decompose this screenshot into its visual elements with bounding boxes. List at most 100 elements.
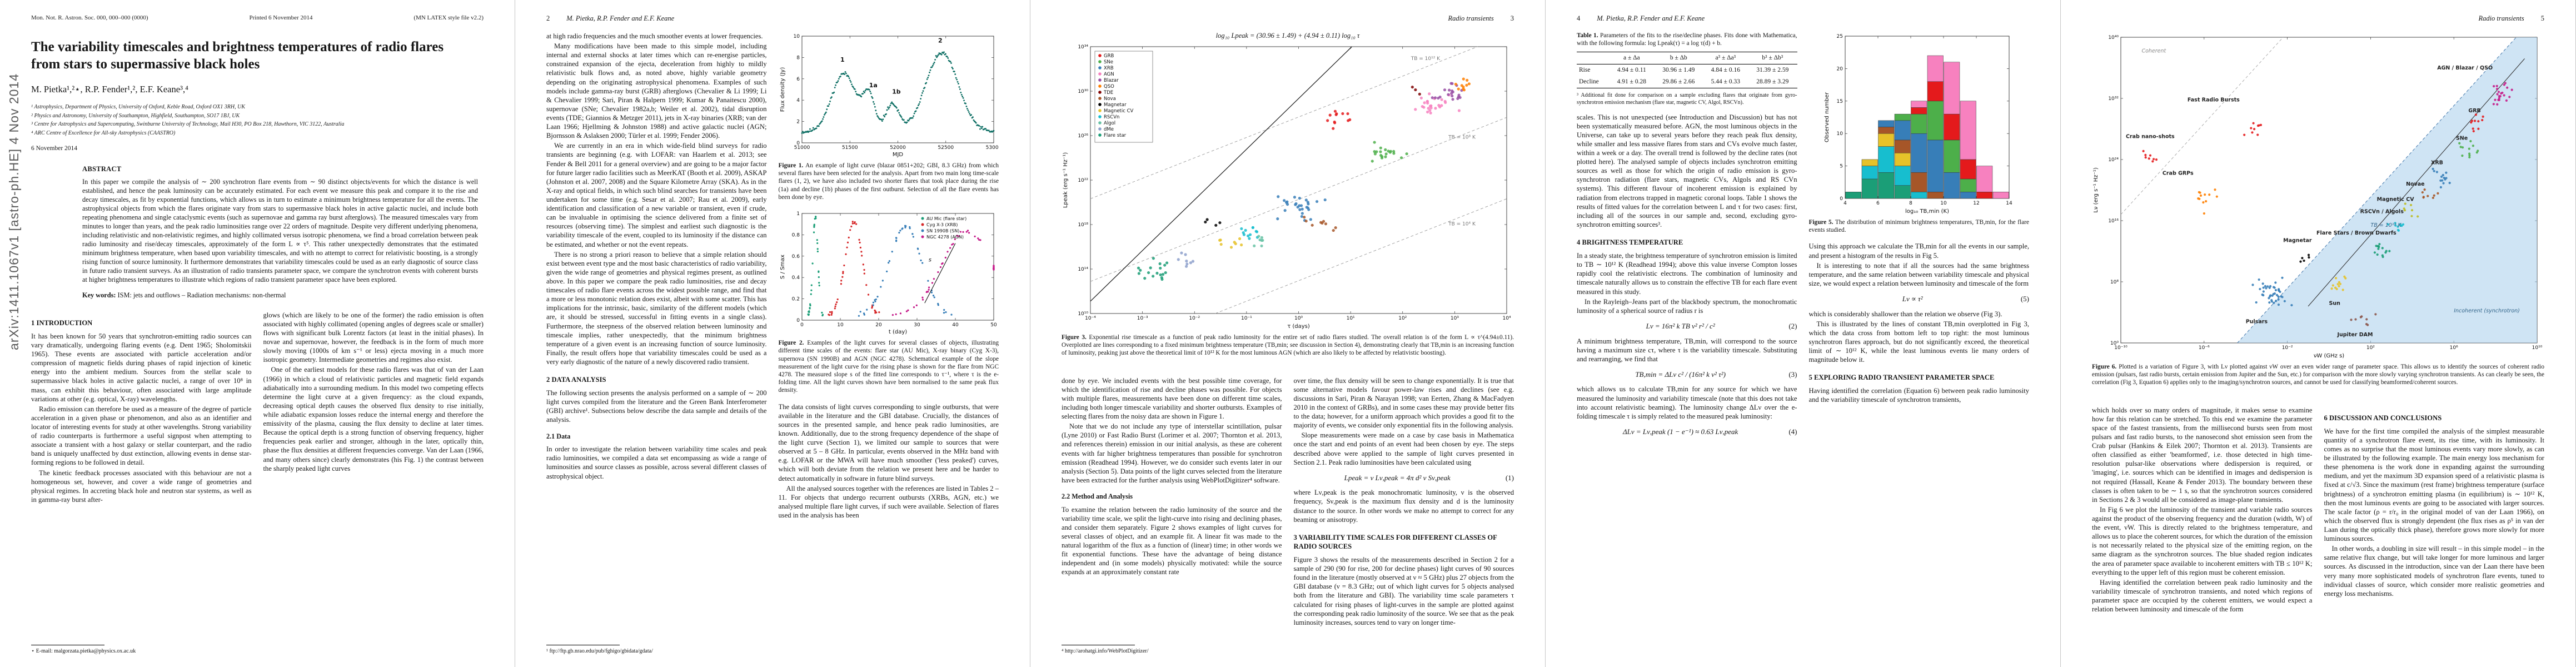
svg-text:10⁻⁴: 10⁻⁴ <box>1085 316 1096 321</box>
svg-text:8: 8 <box>1909 201 1912 206</box>
equation: Lν ∝ τ² (5) <box>1902 294 2029 303</box>
paragraph: A minimum brightness temperature, TB,min… <box>1577 337 1797 363</box>
running-title: Radio transients <box>1448 14 1494 22</box>
table-column-header <box>1577 52 1610 65</box>
affiliation: ⁴ ARC Centre of Excellence for All-sky A… <box>31 130 176 136</box>
figure-6-plot: 10⁻¹⁰ 10⁻⁶ 10⁻² 10² 10⁶ 10¹⁰ 10⁰ 10⁸ 10¹⁶ 10²⁴ 10³… <box>2092 32 2545 360</box>
figure-5: 4 6 8 10 12 14 0 5 10 15 20 25 log₁₀ TB,min (K) Obser… <box>1808 32 2030 234</box>
section-heading: 6 DISCUSSION AND CONCLUSIONS <box>2324 414 2442 422</box>
two-column-body: 1 INTRODUCTION It has been known for 50 y… <box>31 311 484 655</box>
paragraph: Figure 3 shows the results of the measur… <box>1293 556 1514 626</box>
abstract-block: ABSTRACT In this paper we compile the an… <box>82 165 478 300</box>
svg-text:51000: 51000 <box>794 145 810 151</box>
figure-2-caption: Figure 2. Examples of the light curves f… <box>779 339 999 395</box>
chart-svg: 0 10 20 30 40 50 0 0.2 0.4 0.6 0.8 1 t (day) S / Smax… <box>780 211 997 335</box>
figure-5-plot: 4 6 8 10 12 14 0 5 10 15 20 25 log₁₀ TB,min (K) Obser… <box>1823 32 2015 215</box>
figure-label: Figure 6. <box>2092 364 2117 370</box>
page-2: 2 M. Pietka, R.P. Fender and E.F. Keane … <box>515 0 1030 667</box>
column-right: over time, the flux density will be seen… <box>1294 376 1514 655</box>
style-file-note: (MN LATEX style file v2.2) <box>413 14 484 21</box>
chart-svg: 10⁻¹⁰ 10⁻⁶ 10⁻² 10² 10⁶ 10¹⁰ 10⁰ 10⁸ 10¹⁶ 10²⁴ 10³… <box>2093 35 2543 359</box>
affiliation: ² Physics and Astronomy, University of S… <box>31 112 240 119</box>
svg-text:2: 2 <box>796 120 800 125</box>
paragraph: In other words, a doubling in size will … <box>2324 545 2545 598</box>
paragraph: The kinetic feedback processes associate… <box>31 469 252 504</box>
svg-text:dMe: dMe <box>1104 127 1114 132</box>
figure-3: log₁₀ Lpeak = (30.96 ± 1.49) + (4.94 ± 0… <box>1062 32 1514 357</box>
svg-text:s: s <box>928 257 931 263</box>
svg-text:30: 30 <box>914 322 920 328</box>
svg-text:10¹⁶: 10¹⁶ <box>2108 218 2119 224</box>
paper-title: The variability timescales and brightnes… <box>31 39 444 72</box>
svg-text:t (day): t (day) <box>888 329 906 335</box>
svg-text:15: 15 <box>1837 99 1843 104</box>
paragraph: In the Rayleigh–Jeans part of the blackb… <box>1577 297 1797 315</box>
paragraph: which allows us to calculate TB,min for … <box>1577 385 1797 420</box>
footnote: ¹ ftp://ftp.gb.nrao.edu/pub/fghigo/gbida… <box>546 648 653 654</box>
figure-label: Figure 2. <box>778 340 804 347</box>
figure-2-plot: 0 10 20 30 40 50 0 0.2 0.4 0.6 0.8 1 t (day) S / Smax… <box>778 209 999 336</box>
paragraph: In a steady state, the brightness temper… <box>1577 252 1797 296</box>
svg-text:20: 20 <box>1837 66 1843 72</box>
table-cell: 4.94 ± 0.11 <box>1617 67 1646 74</box>
svg-text:Jupiter DAM: Jupiter DAM <box>2336 332 2373 338</box>
equation: ΔLν = Lν,peak (1 − e⁻¹) ≈ 0.63 Lν,peak (4… <box>1623 427 1797 436</box>
paragraph: One of the earliest models for these rad… <box>263 366 484 472</box>
running-header: 2 M. Pietka, R.P. Fender and E.F. Keane <box>546 14 999 23</box>
figure-1-caption: Figure 1. An example of light curve (bla… <box>779 162 999 201</box>
svg-text:10²²: 10²² <box>1078 178 1088 183</box>
svg-text:10²: 10² <box>2366 345 2375 351</box>
svg-text:14: 14 <box>2006 201 2013 206</box>
table-cell: Rise <box>1579 67 1591 74</box>
svg-text:SNe: SNe <box>1104 59 1113 65</box>
affiliation: ³ Centre for Astrophysics and Supercompu… <box>31 121 345 127</box>
svg-text:AGN / Blazar / QSO: AGN / Blazar / QSO <box>2437 65 2493 71</box>
running-header: Radio transients 5 <box>2092 14 2544 23</box>
svg-text:10: 10 <box>1941 201 1947 206</box>
table-caption-text: Parameters of the fits to the rise/decli… <box>1577 32 1797 47</box>
svg-text:AU Mic (flare star): AU Mic (flare star) <box>926 216 966 221</box>
two-column-body: Table 1. Parameters of the fits to the r… <box>1577 32 2029 655</box>
svg-text:Flare star: Flare star <box>1104 133 1127 138</box>
footnote: ⁴ http://arohatgi.info/WebPlotDigitizer/ <box>1062 648 1149 654</box>
table-column-header: b³ ± Δb³ <box>1748 52 1797 65</box>
svg-text:Crab GRPs: Crab GRPs <box>2163 171 2194 177</box>
svg-text:TDE: TDE <box>1103 90 1113 96</box>
svg-text:Crab nano-shots: Crab nano-shots <box>2126 134 2175 140</box>
figure-3-formula: log₁₀ Lpeak = (30.96 ± 1.49) + (4.94 ± 0… <box>1215 32 1360 39</box>
svg-text:10¹: 10¹ <box>1347 316 1355 321</box>
spacer <box>1062 578 1282 640</box>
figure-label: Figure 3. <box>1062 334 1087 341</box>
svg-text:6: 6 <box>796 77 800 82</box>
svg-text:SN 1990B (SN): SN 1990B (SN) <box>926 228 959 233</box>
paragraph: Note that we do not include any type of … <box>1062 422 1282 484</box>
svg-text:Nova: Nova <box>1104 96 1116 102</box>
page-number: 4 <box>1577 14 1581 22</box>
column-left: done by eye. We included events with the… <box>1062 376 1282 655</box>
svg-text:10¹⁴: 10¹⁴ <box>1078 267 1088 272</box>
svg-text:1b: 1b <box>892 88 901 96</box>
svg-text:10⁻⁶: 10⁻⁶ <box>2199 345 2210 351</box>
svg-text:Flux density (Jy): Flux density (Jy) <box>780 67 786 112</box>
paragraph: at high radio frequencies and the much s… <box>546 32 763 40</box>
svg-text:50: 50 <box>990 322 997 328</box>
page-1: Mon. Not. R. Astron. Soc. 000, 000–000 (… <box>0 0 515 667</box>
table-row: Decline 4.91 ± 0.28 29.86 ± 2.66 5.44 ± 0.3… <box>1577 76 1797 88</box>
table-column-header: a³ ± Δa³ <box>1703 52 1748 65</box>
figure-caption-text: The distribution of minimum brightness t… <box>1808 219 2030 234</box>
paragraph: There is no strong a priori reason to be… <box>546 250 767 366</box>
svg-text:Lpeak (erg s⁻¹ Hz⁻¹): Lpeak (erg s⁻¹ Hz⁻¹) <box>1063 152 1069 208</box>
svg-text:8: 8 <box>796 55 800 61</box>
paragraph: over time, the flux density will be seen… <box>1293 376 1514 430</box>
svg-text:Magnetic CV: Magnetic CV <box>1104 108 1134 114</box>
spacer <box>31 505 252 640</box>
svg-text:1: 1 <box>840 56 845 63</box>
keywords-text: ISM: jets and outflows – Radiation mecha… <box>117 291 286 299</box>
svg-text:S / Smax: S / Smax <box>780 255 786 279</box>
svg-text:10: 10 <box>1837 131 1843 137</box>
column-left: 1 INTRODUCTION It has been known for 50 y… <box>31 311 252 655</box>
paragraph: which is considerably shallower than the… <box>1808 310 2002 318</box>
abstract-text: In this paper we compile the analysis of… <box>82 178 478 283</box>
